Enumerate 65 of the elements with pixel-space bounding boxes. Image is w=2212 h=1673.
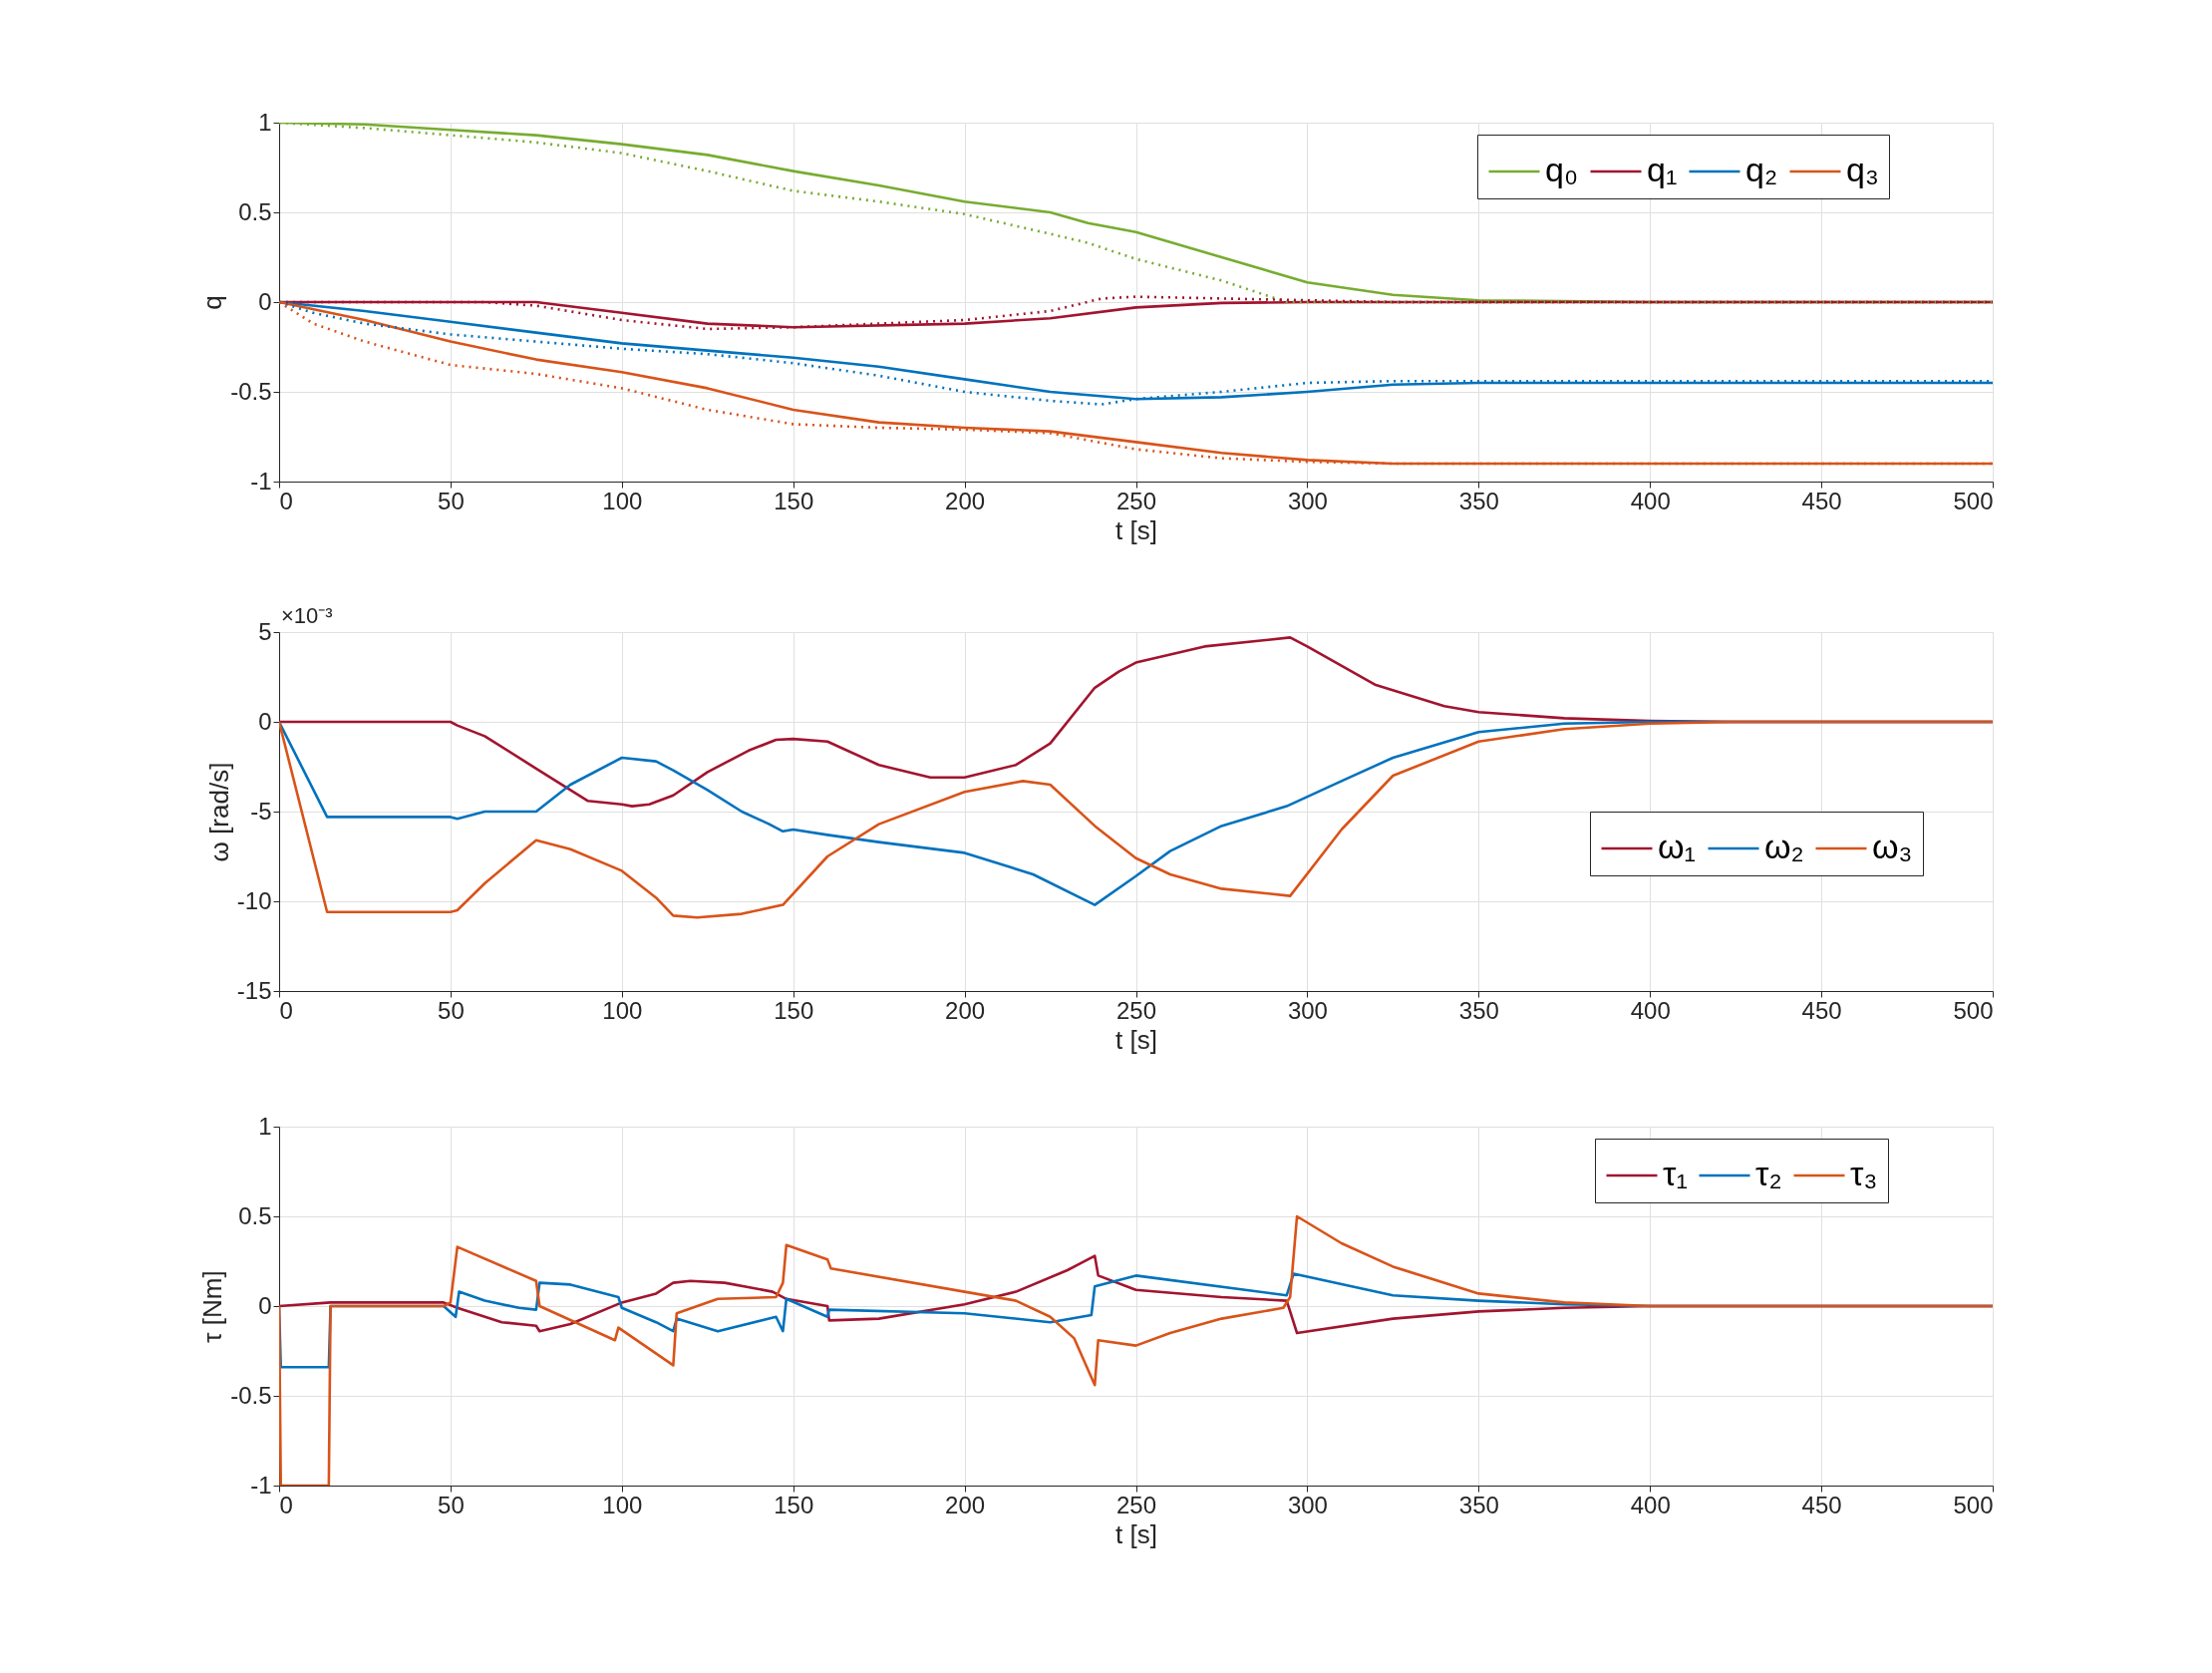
x-tick-label: 150	[774, 487, 814, 514]
y-tick-label: 1	[258, 108, 272, 136]
x-tick-label: 100	[602, 996, 643, 1024]
legend-label: τ₂	[1755, 1155, 1782, 1192]
y-tick-label: -1	[250, 467, 272, 495]
x-tick-label: 250	[1115, 1491, 1157, 1518]
x-tick-label: 350	[1458, 996, 1499, 1024]
x-tick-label: 200	[945, 487, 986, 514]
x-tick-label: 400	[1630, 996, 1671, 1024]
legend-label: q₁	[1647, 151, 1678, 188]
y-tick-label: -0.5	[230, 1381, 272, 1409]
y-tick-label: 0	[258, 707, 272, 735]
x-tick-label: 0	[279, 1491, 293, 1518]
y-axis-title: ω [rad/s]	[203, 762, 234, 862]
x-tick-label: 300	[1287, 487, 1328, 514]
x-tick-label: 50	[438, 996, 465, 1024]
y-axis-title: q	[197, 295, 228, 310]
x-tick-label: 50	[438, 487, 465, 514]
legend-label: τ₃	[1850, 1155, 1878, 1192]
x-tick-label: 350	[1458, 487, 1499, 514]
x-tick-label: 350	[1458, 1491, 1499, 1518]
y-tick-label: 0.5	[238, 197, 272, 225]
x-tick-label: 100	[602, 1491, 643, 1518]
x-axis-title: t [s]	[1115, 514, 1157, 545]
y-tick-label: 0	[258, 1291, 272, 1319]
x-tick-label: 450	[1801, 487, 1842, 514]
y-tick-label: -10	[236, 886, 272, 914]
x-axis-title: t [s]	[1115, 1518, 1157, 1549]
legend-label: ω₃	[1872, 828, 1913, 865]
x-tick-label: 450	[1801, 1491, 1842, 1518]
text: ×10⁻³	[281, 603, 333, 628]
y-tick-label: -15	[236, 976, 272, 1004]
x-tick-label: 450	[1801, 996, 1842, 1024]
x-tick-label: 500	[1953, 487, 1994, 514]
x-tick-label: 150	[774, 1491, 814, 1518]
y-axis-title: τ [Nm]	[197, 1270, 228, 1343]
y-tick-label: -5	[250, 797, 272, 825]
x-tick-label: 500	[1953, 1491, 1994, 1518]
legend-label: ω₂	[1764, 828, 1804, 865]
legend-label: q₀	[1545, 151, 1579, 188]
x-tick-label: 400	[1630, 487, 1671, 514]
x-tick-label: 150	[774, 996, 814, 1024]
x-tick-label: 300	[1287, 1491, 1328, 1518]
x-tick-label: 300	[1287, 996, 1328, 1024]
y-tick-label: -1	[250, 1471, 272, 1499]
x-tick-label: 0	[279, 996, 293, 1024]
x-tick-label: 100	[602, 487, 643, 514]
y-tick-label: -0.5	[230, 377, 272, 405]
x-tick-label: 200	[945, 1491, 986, 1518]
legend-label: q₂	[1745, 151, 1778, 188]
x-tick-label: 500	[1953, 996, 1994, 1024]
x-tick-label: 250	[1115, 996, 1157, 1024]
x-tick-label: 200	[945, 996, 986, 1024]
y-tick-label: 5	[258, 617, 272, 645]
x-axis-title: t [s]	[1115, 1024, 1157, 1055]
x-tick-label: 50	[438, 1491, 465, 1518]
x-tick-label: 400	[1630, 1491, 1671, 1518]
legend-label: τ₁	[1663, 1155, 1688, 1192]
y-tick-label: 0.5	[238, 1201, 272, 1229]
x-tick-label: 250	[1115, 487, 1157, 514]
y-tick-label: 0	[258, 287, 272, 315]
y-tick-label: 1	[258, 1112, 272, 1140]
legend-label: ω₁	[1658, 828, 1697, 865]
x-tick-label: 0	[279, 487, 293, 514]
legend-label: q₃	[1846, 151, 1879, 188]
